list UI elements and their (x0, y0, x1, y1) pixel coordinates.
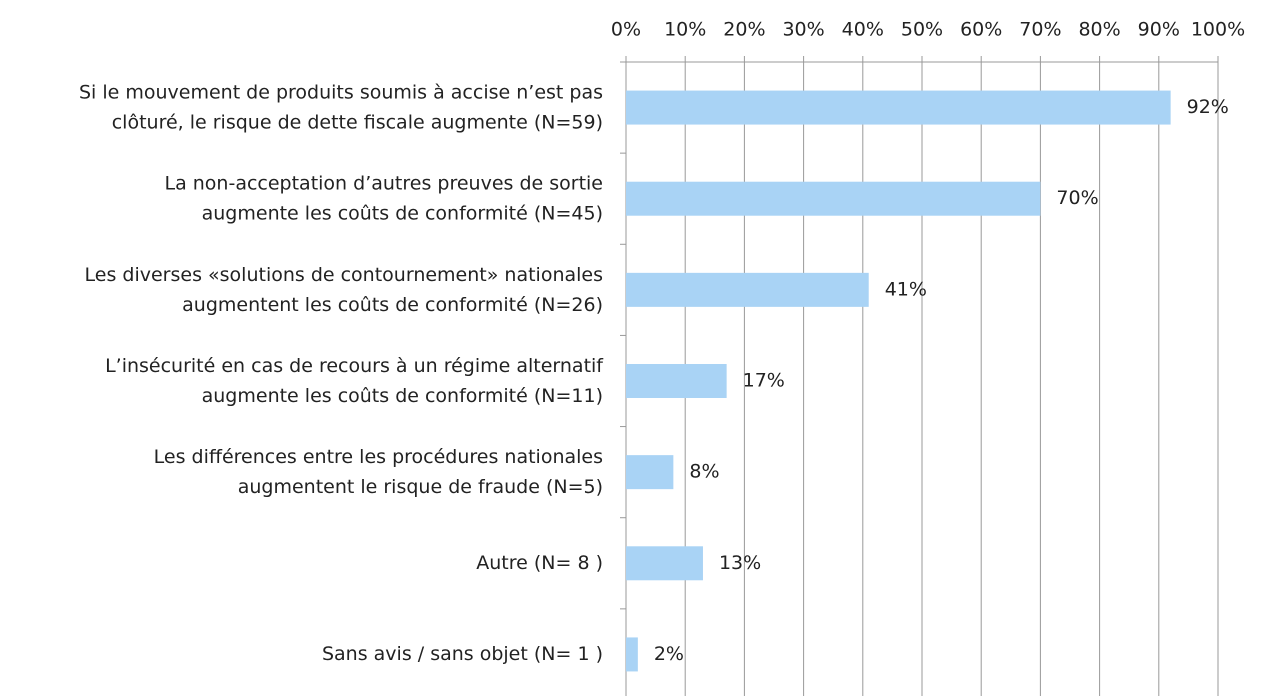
y-tick-label: Si le mouvement de produits soumis à acc… (79, 81, 603, 133)
x-tick-label: 80% (1078, 19, 1120, 41)
x-tick-label: 10% (664, 19, 706, 41)
x-tick-label: 60% (960, 19, 1002, 41)
data-label: 92% (1187, 96, 1229, 118)
bar (626, 637, 638, 672)
y-tick-label: Les différences entre les procédures nat… (154, 446, 603, 498)
x-tick-label: 40% (842, 19, 884, 41)
x-tick-label: 70% (1019, 19, 1061, 41)
bar (626, 546, 703, 581)
data-label: 70% (1056, 187, 1098, 209)
y-tick-label: Autre (N= 8 ) (476, 552, 603, 574)
data-label: 13% (719, 552, 761, 574)
y-tick-label: L’insécurité en cas de recours à un régi… (105, 355, 604, 407)
bar (626, 90, 1171, 125)
x-tick-label: 30% (782, 19, 824, 41)
bar (626, 181, 1041, 216)
x-tick-label: 50% (901, 19, 943, 41)
bar (626, 272, 869, 307)
x-tick-label: 20% (723, 19, 765, 41)
x-tick-label: 0% (611, 19, 641, 41)
x-tick-label: 100% (1191, 19, 1245, 41)
y-tick-label: Les diverses «solutions de contournement… (85, 263, 603, 315)
bar (626, 364, 727, 398)
y-tick-label: La non-acceptation d’autres preuves de s… (164, 172, 603, 224)
data-label: 41% (885, 278, 927, 300)
data-label: 8% (689, 461, 719, 483)
data-label: 17% (743, 370, 785, 392)
x-tick-label: 90% (1138, 19, 1180, 41)
y-tick-label: Sans avis / sans objet (N= 1 ) (322, 643, 603, 665)
data-label: 2% (654, 643, 684, 665)
bar (626, 455, 674, 490)
